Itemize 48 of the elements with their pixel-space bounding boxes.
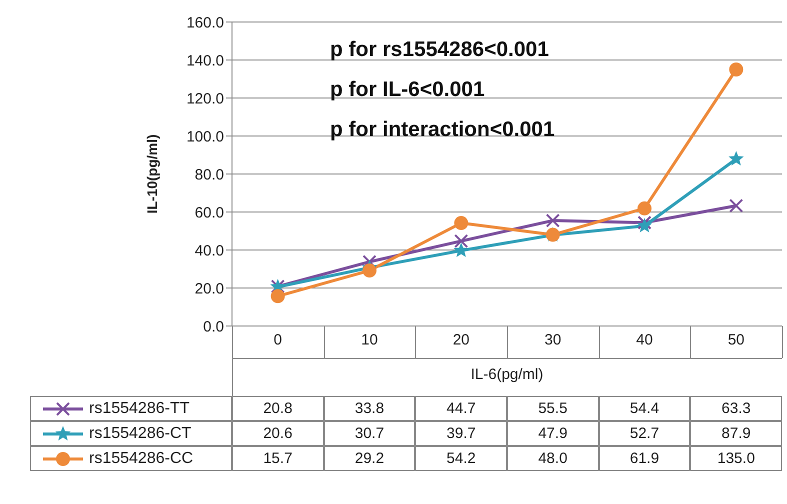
x-tick-label: 40: [636, 332, 653, 349]
legend-label: rs1554286-CC: [89, 450, 194, 468]
data-label: 52.7: [598, 421, 690, 446]
x-tick-label: 20: [452, 332, 470, 349]
x-axis-title: IL-6(pg/ml): [470, 366, 544, 383]
point: [728, 150, 744, 166]
y-tick-label: 80.0: [194, 166, 224, 184]
point: [454, 242, 469, 258]
data-label: 61.9: [598, 446, 690, 471]
point: [638, 201, 652, 216]
y-tick-label: 20.0: [194, 280, 224, 298]
data-label: 54.2: [415, 446, 507, 471]
y-tick-label: 60.0: [194, 204, 224, 222]
annotation: p for interaction<0.001: [330, 118, 555, 142]
point: [454, 216, 468, 230]
y-tick-label: 40.0: [194, 242, 224, 260]
annotation: p for IL-6<0.001: [330, 78, 485, 102]
point: [270, 289, 285, 304]
x-tick-label: 30: [544, 332, 562, 349]
y-tick-label: 0.0: [203, 318, 224, 336]
point: [729, 62, 744, 76]
data-label: 29.2: [324, 446, 416, 471]
x-tick-label: 0: [274, 332, 282, 349]
data-label: 63.3: [690, 396, 782, 421]
y-tick-label: 140.0: [186, 52, 224, 70]
data-label: 87.9: [690, 421, 782, 446]
annotation: p for rs1554286<0.001: [330, 38, 549, 62]
legend-label: rs1554286-CT: [89, 424, 192, 442]
data-label: 47.9: [507, 421, 599, 446]
legend-label: rs1554286-TT: [89, 400, 190, 418]
data-label: 48.0: [507, 446, 599, 471]
data-label: 33.8: [324, 396, 416, 421]
data-label: 54.4: [598, 396, 690, 421]
data-label: 55.5: [507, 396, 599, 421]
data-label: 15.7: [232, 446, 324, 471]
data-label: 44.7: [415, 396, 507, 421]
data-label: 39.7: [415, 421, 507, 446]
data-label: 20.8: [232, 396, 324, 421]
data-label: 135.0: [690, 446, 782, 471]
y-tick-label: 100.0: [186, 128, 224, 146]
data-label: 30.7: [324, 421, 416, 446]
x-tick-label: 50: [728, 332, 745, 349]
y-tick-label: 160.0: [186, 14, 224, 32]
point: [362, 264, 376, 278]
data-label: 20.6: [232, 421, 324, 446]
x-tick-label: 10: [361, 332, 378, 349]
y-tick-label: 120.0: [186, 90, 224, 108]
y-axis-title: IL-10(pg/ml): [144, 134, 160, 214]
